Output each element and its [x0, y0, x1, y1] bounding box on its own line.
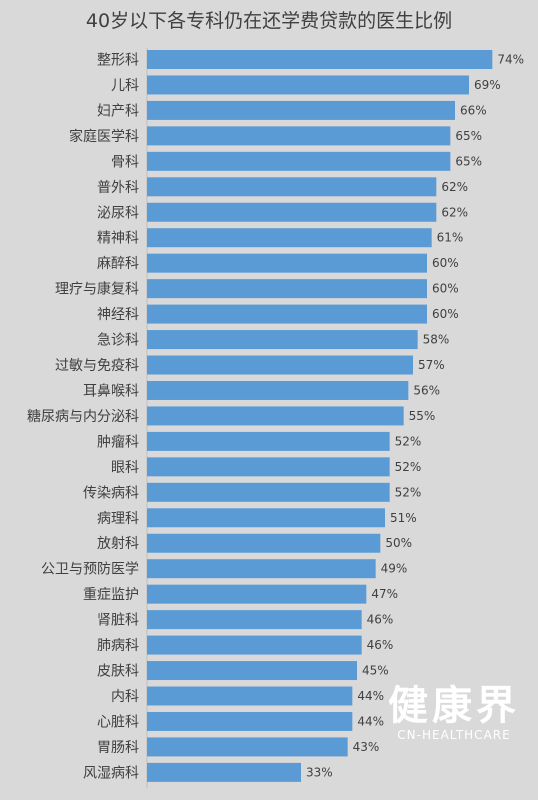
category-label: 过敏与免疫科	[55, 358, 139, 374]
value-label: 56%	[413, 383, 440, 397]
category-label: 心脏科	[97, 714, 139, 730]
category-label: 妇产科	[97, 102, 139, 119]
bar	[147, 177, 437, 197]
watermark-logo: 健康界 CN-HEALTHCARE	[388, 684, 520, 742]
bar	[147, 482, 390, 502]
category-label: 风湿病科	[83, 765, 139, 781]
bar	[147, 75, 469, 95]
value-label: 52%	[395, 460, 422, 474]
bar	[147, 737, 348, 757]
bar	[147, 584, 367, 604]
bar	[147, 610, 362, 630]
bar	[147, 355, 413, 375]
category-label: 眼科	[111, 460, 139, 476]
value-label: 45%	[362, 664, 389, 678]
chart-title: 40岁以下各专科仍在还学费贷款的医生比例	[85, 10, 453, 32]
category-label: 泌尿科	[97, 205, 139, 221]
value-label: 58%	[423, 333, 450, 347]
category-label: 家庭医学科	[69, 128, 139, 145]
value-label: 46%	[367, 638, 394, 652]
value-label: 65%	[455, 154, 482, 168]
bar	[147, 304, 427, 324]
value-label: 74%	[497, 53, 524, 67]
category-label: 神经科	[97, 307, 139, 323]
category-label: 理疗与康复科	[55, 281, 139, 298]
value-label: 60%	[432, 256, 459, 270]
watermark-logo-text: 健康界	[388, 683, 520, 729]
category-label: 公卫与预防医学	[41, 562, 139, 578]
value-label: 65%	[455, 129, 482, 143]
bar	[147, 431, 390, 451]
bar	[147, 457, 390, 477]
bar	[147, 202, 437, 222]
value-label: 44%	[357, 714, 384, 728]
bar	[147, 253, 427, 273]
category-label: 内科	[111, 689, 139, 705]
value-label: 49%	[381, 562, 408, 576]
bar	[147, 279, 427, 299]
value-label: 43%	[353, 740, 380, 754]
value-label: 50%	[385, 536, 412, 550]
bar	[147, 100, 455, 120]
category-label: 麻醉科	[97, 256, 139, 272]
category-label: 胃肠科	[97, 740, 139, 756]
bar	[147, 635, 362, 655]
category-label: 普外科	[97, 180, 139, 196]
category-label: 放射科	[97, 536, 139, 552]
value-label: 52%	[395, 485, 422, 499]
category-label: 肿瘤科	[97, 433, 139, 450]
category-label: 糖尿病与内分泌科	[27, 409, 139, 425]
category-label: 精神科	[97, 231, 139, 247]
bar	[147, 380, 409, 400]
value-label: 66%	[460, 103, 487, 117]
value-label: 46%	[367, 613, 394, 627]
category-label: 儿科	[111, 78, 139, 94]
category-label: 重症监护	[83, 587, 139, 603]
bar	[147, 330, 418, 350]
value-label: 33%	[306, 765, 333, 779]
value-label: 55%	[409, 409, 436, 423]
value-label: 62%	[441, 205, 468, 219]
bar	[147, 50, 493, 69]
bar	[147, 533, 381, 553]
bar	[147, 406, 404, 426]
bar	[147, 151, 451, 171]
value-label: 47%	[371, 587, 398, 601]
value-label: 60%	[432, 307, 459, 321]
watermark-sub-text: CN-HEALTHCARE	[397, 728, 511, 742]
category-label: 耳鼻喉科	[83, 382, 139, 399]
value-label: 52%	[395, 434, 422, 448]
bar	[147, 661, 357, 681]
value-label: 57%	[418, 358, 445, 372]
bar	[147, 559, 376, 579]
bar	[147, 228, 432, 248]
value-label: 69%	[474, 78, 501, 92]
value-label: 51%	[390, 511, 417, 525]
category-label: 病理科	[97, 511, 139, 527]
bar	[147, 711, 353, 731]
value-label: 44%	[357, 689, 384, 703]
category-label: 肾脏科	[97, 613, 139, 629]
bar	[147, 126, 451, 146]
bar	[147, 686, 353, 706]
category-label: 传染病科	[83, 485, 139, 501]
value-label: 61%	[437, 231, 464, 245]
bar	[147, 762, 301, 782]
category-label: 皮肤科	[97, 664, 139, 680]
category-label: 骨科	[111, 154, 139, 170]
bar	[147, 508, 385, 528]
value-label: 60%	[432, 282, 459, 296]
category-label: 整形科	[97, 53, 139, 69]
value-label: 62%	[441, 180, 468, 194]
category-label: 急诊科	[97, 333, 139, 349]
category-label: 肺病科	[97, 638, 139, 654]
